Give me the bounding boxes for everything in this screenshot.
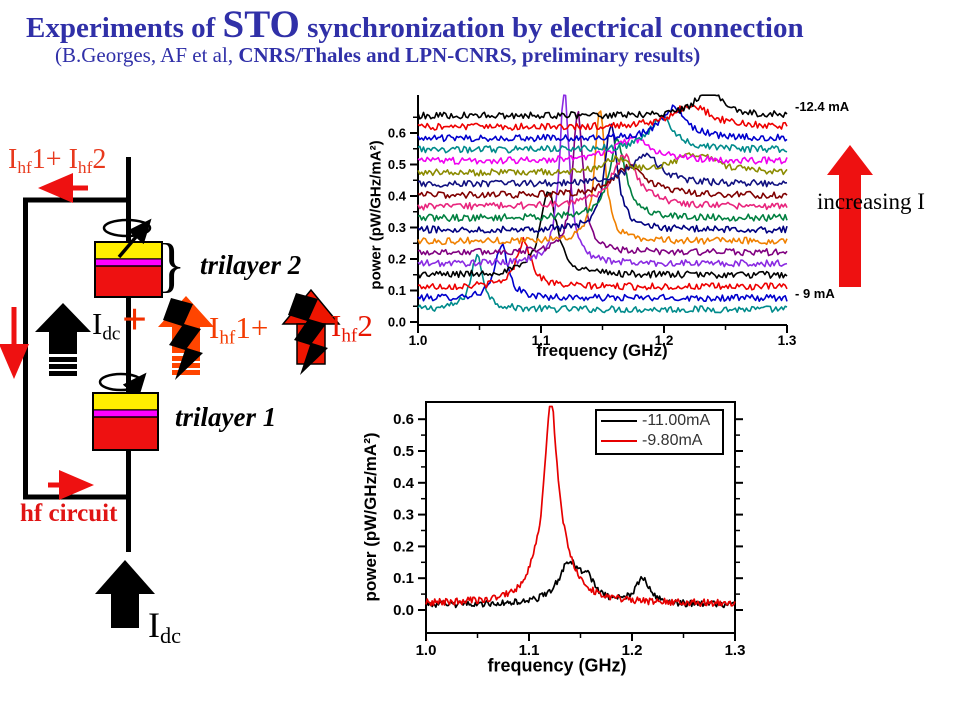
svg-text:1.1: 1.1 <box>532 333 551 348</box>
svg-text:1.3: 1.3 <box>725 642 746 659</box>
svg-text:0.2: 0.2 <box>393 538 414 555</box>
svg-text:1.0: 1.0 <box>409 333 428 348</box>
svg-text:0.5: 0.5 <box>388 157 406 172</box>
svg-text:0.3: 0.3 <box>393 507 414 524</box>
svg-text:0.0: 0.0 <box>388 315 406 330</box>
svg-text:1.2: 1.2 <box>622 642 643 659</box>
waterfall-x-axis-label: frequency (GHz) <box>536 341 668 360</box>
subtitle-authors: (B.Georges, AF et al, <box>55 43 239 67</box>
comparison-x-axis-label: frequency (GHz) <box>487 655 627 676</box>
idc-block-arrow <box>35 303 91 376</box>
svg-text:1.2: 1.2 <box>655 333 674 348</box>
legend-label-red: -9.80mA <box>642 432 703 449</box>
lightning-icon-2 <box>288 293 328 375</box>
idc-bottom-label: Idc <box>148 605 182 649</box>
trilayer2-stack <box>94 241 163 298</box>
slide-subtitle: (B.Georges, AF et al, CNRS/Thales and LP… <box>55 43 700 68</box>
plus-sign: + <box>122 295 148 344</box>
waterfall-y-axis-label: power (pW/GHz/mA²) <box>367 140 385 290</box>
title-prefix: Experiments of <box>26 12 223 44</box>
waterfall-bottom-current-label: - 9 mA <box>795 286 835 301</box>
legend-line-red <box>601 440 637 442</box>
lightning-icon-1 <box>163 298 203 380</box>
svg-text:0.1: 0.1 <box>388 283 406 298</box>
subtitle-affiliation: CNRS/Thales and LPN-CNRS, preliminary re… <box>238 43 701 67</box>
svg-text:0.6: 0.6 <box>393 411 414 428</box>
comparison-y-axis-label: power (pW/GHz/mA²) <box>361 432 380 602</box>
trilayer1-stack <box>92 392 159 451</box>
comparison-legend: -11.00mA -9.80mA <box>595 409 724 455</box>
svg-text:0.2: 0.2 <box>388 252 406 267</box>
idc-mid-label: Idc <box>92 306 121 345</box>
ihf2-label: Ihf2 <box>331 308 373 347</box>
svg-text:0.4: 0.4 <box>388 189 407 204</box>
svg-text:0.1: 0.1 <box>393 570 414 587</box>
hf-circuit-label: hf circuit <box>20 500 118 527</box>
svg-text:0.3: 0.3 <box>388 220 406 235</box>
title-suffix: synchronization by electrical connection <box>299 12 804 44</box>
waterfall-top-current-label: -12.4 mA <box>795 99 850 114</box>
idc-bottom-arrow <box>95 560 155 628</box>
trilayer2-brace: } <box>157 232 186 298</box>
svg-text:1.3: 1.3 <box>778 333 797 348</box>
legend-entry-red: -9.80mA <box>597 431 722 451</box>
svg-text:1.1: 1.1 <box>519 642 540 659</box>
trilayer2-label: trilayer 2 <box>200 250 302 280</box>
precession-symbol-2 <box>102 218 152 259</box>
trilayer1-label: trilayer 1 <box>175 402 277 432</box>
title-sto: STO <box>222 3 300 46</box>
slide-title: Experiments of STO synchronization by el… <box>26 2 804 47</box>
legend-line-black <box>601 420 637 422</box>
svg-text:0.5: 0.5 <box>393 443 414 460</box>
ihf1-label: Ihf1+ <box>209 310 269 349</box>
svg-text:0.6: 0.6 <box>388 126 406 141</box>
svg-text:0.0: 0.0 <box>393 602 414 619</box>
legend-label-black: -11.00mA <box>642 412 711 429</box>
legend-entry-black: -11.00mA <box>597 411 722 431</box>
waterfall-chart: 1.0 1.1 1.2 1.3 0.0 0.1 0.2 0.3 0.4 0.5 0.6 <box>388 94 873 348</box>
svg-text:1.0: 1.0 <box>416 642 437 659</box>
ihf-sum-label: Ihf1+ Ihf2 <box>8 144 107 177</box>
svg-text:0.4: 0.4 <box>393 475 415 492</box>
comparison-chart: 1.0 1.1 1.2 1.3 0.0 0.1 0.2 0.3 0.4 0.5 0.6 <box>393 401 746 659</box>
increasing-current-annotation: increasing I <box>817 189 925 214</box>
circuit-diagram <box>0 157 341 628</box>
